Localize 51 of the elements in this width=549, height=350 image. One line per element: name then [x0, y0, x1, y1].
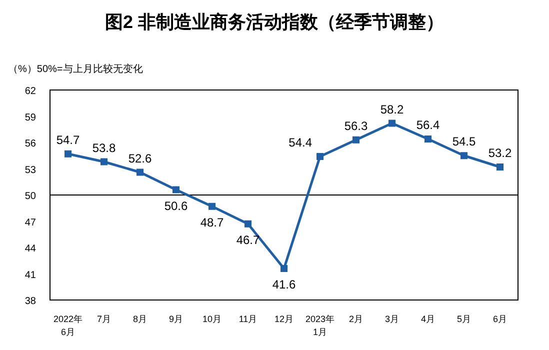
- point: [64, 150, 72, 158]
- y-tick-label: 53: [24, 164, 36, 176]
- data-label: 41.6: [272, 278, 296, 292]
- point: [388, 120, 396, 127]
- x-tick-label: 3月: [384, 314, 400, 324]
- point: [460, 152, 468, 160]
- x-tick-label: 2022年 6月: [53, 314, 83, 337]
- point: [352, 136, 360, 144]
- x-tick-label: 8月: [132, 314, 148, 324]
- data-label: 53.2: [488, 146, 512, 160]
- x-tick-label: 6月: [492, 314, 508, 324]
- y-tick-label: 44: [24, 244, 36, 254]
- x-tick-label: 10月: [202, 314, 222, 324]
- data-label: 50.6: [164, 198, 188, 213]
- y-tick-label: 50: [24, 191, 36, 202]
- data-label: 58.2: [380, 102, 404, 116]
- x-tick-label: 12月: [274, 314, 294, 324]
- x-tick-label: 5月: [456, 314, 472, 324]
- data-label: 56.4: [416, 118, 440, 132]
- y-tick-label: 56: [24, 138, 36, 150]
- point: [424, 136, 432, 142]
- data-label: 48.7: [200, 215, 224, 230]
- text: 50%=与上月比较无变化: [36, 63, 143, 75]
- y-tick-label: 62: [24, 86, 36, 97]
- data-label: 52.6: [128, 151, 152, 166]
- y-tick-label: 59: [24, 112, 36, 124]
- point: [100, 158, 108, 166]
- data-label: 54.7: [56, 132, 80, 147]
- y-tick-label: 41: [24, 270, 36, 281]
- data-label: 54.5: [452, 134, 476, 149]
- y-tick-label: 47: [24, 217, 36, 228]
- point: [136, 168, 144, 176]
- data-label: 56.3: [344, 118, 368, 133]
- x-tick-label: 4月: [420, 314, 436, 324]
- chart-title: 图2 非制造业商务活动指数（经季节调整）: [104, 12, 444, 32]
- data-label: 53.8: [92, 140, 116, 155]
- point: [496, 164, 504, 170]
- y-tick-label: 38: [24, 296, 36, 307]
- point: [208, 202, 216, 210]
- point: [244, 220, 252, 228]
- x-tick-label: 7月: [96, 314, 112, 324]
- y-axis-title: （%）: [8, 64, 37, 75]
- point: [172, 186, 180, 194]
- data-label: 46.7: [236, 232, 260, 247]
- x-tick-label: 2023年 1月: [305, 314, 335, 337]
- x-tick-label: 2月: [348, 314, 364, 324]
- data-label: 54.4: [288, 136, 312, 150]
- point: [316, 153, 324, 160]
- x-tick-label: 11月: [238, 314, 258, 324]
- point: [280, 265, 288, 272]
- x-tick-label: 9月: [168, 314, 184, 324]
